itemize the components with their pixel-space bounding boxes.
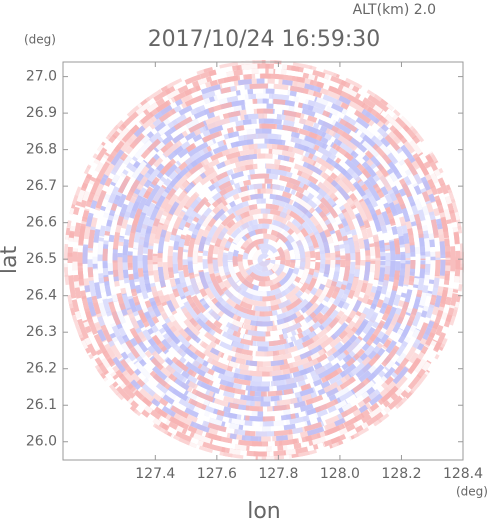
plot-frame [62, 61, 464, 461]
texture-ring [132, 128, 396, 392]
x-tick-label: 127.4 [135, 466, 175, 482]
texture-ring [82, 78, 446, 442]
texture-ring [242, 238, 286, 282]
texture-ring [72, 68, 456, 452]
y-tick-label: 26.1 [26, 397, 57, 413]
x-tick-label: 127.8 [258, 466, 298, 482]
texture-ring [192, 188, 336, 332]
texture-ring [237, 233, 291, 287]
texture-ring [227, 223, 301, 297]
subtitle: ALT(km) 2.0 [353, 2, 436, 18]
texture-ring [122, 118, 406, 402]
texture-ring [222, 218, 306, 302]
y-tick-label: 27.0 [26, 69, 57, 85]
y-tick-label: 26.4 [26, 288, 57, 304]
y-tick-label: 26.9 [26, 105, 57, 121]
texture-ring [232, 228, 296, 292]
texture-ring [142, 138, 386, 382]
texture-ring [72, 68, 456, 452]
texture-ring [172, 168, 356, 352]
texture-ring [67, 63, 461, 457]
texture-ring [252, 248, 276, 272]
y-tick-label: 26.5 [26, 251, 57, 267]
y-tick-label: 26.0 [26, 434, 57, 450]
x-label: lon [247, 499, 281, 521]
texture-ring [97, 93, 431, 427]
texture-ring [147, 143, 381, 377]
radar-field [64, 60, 464, 460]
texture-ring [217, 213, 311, 307]
texture-ring [177, 173, 351, 347]
y-tick-label: 26.6 [26, 215, 57, 231]
texture-ring [197, 193, 331, 327]
texture-ring [247, 243, 281, 277]
x-tick-label: 128.0 [320, 466, 360, 482]
texture-ring [187, 183, 341, 337]
texture-ring [167, 163, 361, 357]
y-label: lat [0, 246, 22, 275]
texture-ring [87, 83, 441, 437]
chart-title: 2017/10/24 16:59:30 [148, 27, 381, 52]
y-tick-label: 26.2 [26, 361, 57, 377]
texture-ring [212, 208, 316, 312]
y-tick-label: 26.3 [26, 324, 57, 340]
y-tick-label: 26.7 [26, 178, 57, 194]
texture-ring [117, 113, 411, 407]
x-tick-label: 127.6 [197, 466, 237, 482]
texture-ring [162, 158, 366, 362]
texture-ring [137, 133, 391, 387]
texture-ring [107, 103, 421, 417]
texture-ring [77, 73, 451, 447]
texture-ring [242, 238, 286, 282]
texture-ring [127, 123, 401, 397]
texture-ring [202, 198, 326, 322]
texture-ring [207, 203, 321, 317]
texture-ring [92, 88, 436, 432]
texture-ring [152, 148, 376, 372]
x-unit: (deg) [456, 485, 488, 499]
y-tick-label: 26.8 [26, 142, 57, 158]
texture-ring [247, 243, 281, 277]
texture-ring [112, 108, 416, 412]
texture-ring [182, 178, 346, 342]
texture-ring [172, 168, 356, 352]
texture-ring [257, 253, 271, 267]
y-unit: (deg) [24, 33, 56, 47]
x-tick-label: 128.2 [381, 466, 421, 482]
texture-ring [157, 153, 371, 367]
texture-ring [102, 98, 426, 422]
x-tick-label: 128.4 [443, 466, 483, 482]
